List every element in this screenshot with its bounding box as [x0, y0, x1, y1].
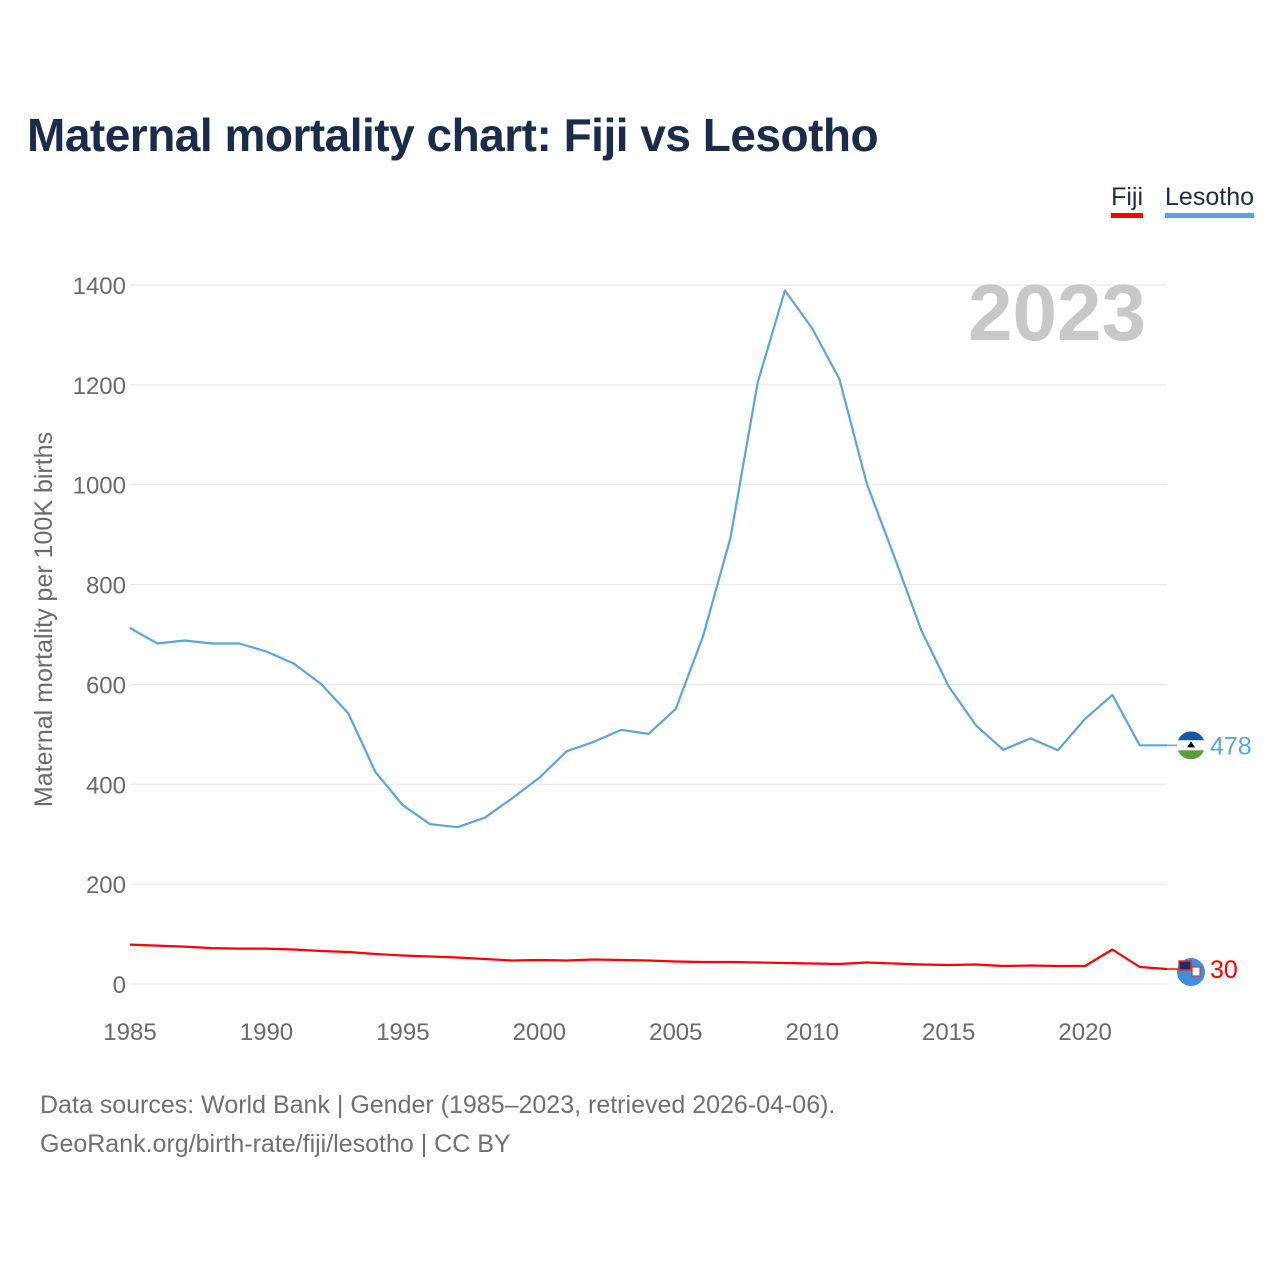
source-note: Data sources: World Bank | Gender (1985–…	[40, 1086, 835, 1164]
legend-item-lesotho[interactable]: Lesotho	[1165, 183, 1254, 218]
lesotho-flag-icon	[1177, 731, 1205, 760]
y-tick-label: 600	[86, 672, 126, 699]
x-tick-label: 2005	[649, 1019, 702, 1046]
x-tick-label: 1995	[376, 1019, 429, 1046]
x-tick-label: 2015	[922, 1019, 975, 1046]
y-axis-label: Maternal mortality per 100K births	[30, 432, 58, 807]
series-line-lesotho	[129, 289, 1167, 829]
year-watermark: 2023	[968, 268, 1146, 357]
y-tick-label: 400	[86, 772, 126, 799]
page-title: Maternal mortality chart: Fiji vs Lesoth…	[27, 109, 879, 161]
x-tick-label: 2020	[1058, 1019, 1111, 1046]
y-tick-label: 1000	[73, 473, 126, 500]
x-tick-label: 1985	[103, 1019, 156, 1046]
y-tick-label: 1400	[73, 273, 126, 300]
source-line-2: GeoRank.org/birth-rate/fiji/lesotho | CC…	[40, 1130, 511, 1158]
source-line-1: Data sources: World Bank | Gender (1985–…	[40, 1091, 836, 1119]
x-tick-label: 1990	[240, 1019, 293, 1046]
fiji-flag-icon	[1177, 958, 1205, 987]
y-tick-label: 1200	[73, 373, 126, 400]
legend-item-fiji[interactable]: Fiji	[1111, 183, 1144, 218]
x-tick-label: 2000	[513, 1019, 566, 1046]
end-label-lesotho: 478	[1210, 732, 1252, 760]
y-tick-label: 0	[113, 972, 126, 999]
end-label-fiji: 30	[1210, 956, 1238, 984]
series-line-fiji	[129, 943, 1168, 971]
x-tick-label: 2010	[786, 1019, 839, 1046]
y-tick-label: 200	[86, 872, 126, 899]
legend: Fiji Lesotho	[1111, 183, 1254, 218]
y-tick-label: 800	[86, 573, 126, 600]
